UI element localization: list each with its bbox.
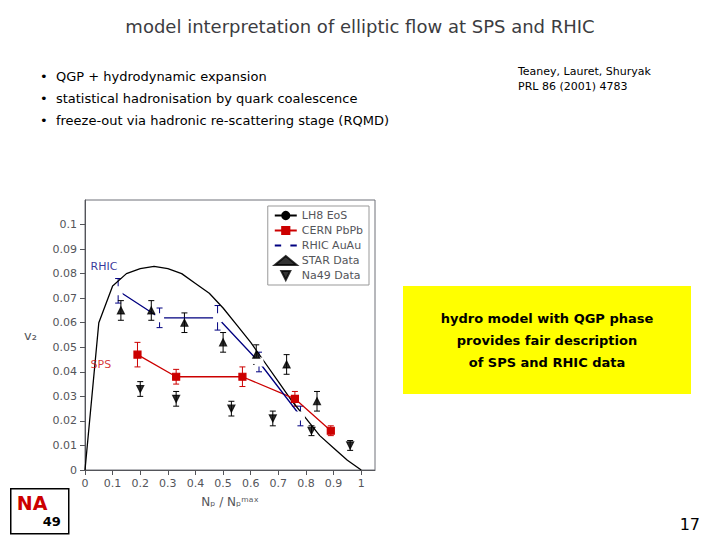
svg-text:0.4: 0.4 [187,477,205,490]
svg-text:0.9: 0.9 [325,477,343,490]
svg-text:0.03: 0.03 [53,390,78,403]
svg-text:RHIC: RHIC [91,260,118,273]
svg-text:SPS: SPS [91,358,112,371]
svg-text:NA: NA [17,492,48,514]
svg-text:0.06: 0.06 [53,316,78,329]
svg-text:0.07: 0.07 [53,292,78,305]
svg-text:0.04: 0.04 [53,365,78,378]
svg-text:STAR Data: STAR Data [302,254,360,267]
svg-text:0.2: 0.2 [131,477,149,490]
svg-text:0.5: 0.5 [214,477,232,490]
svg-text:0.6: 0.6 [242,477,260,490]
svg-text:of SPS and RHIC data: of SPS and RHIC data [469,355,626,370]
svg-text:Nₚ / Nₚᵐᵃˣ: Nₚ / Nₚᵐᵃˣ [201,495,258,509]
svg-text:Na49 Data: Na49 Data [302,269,361,282]
svg-text:hydro model with QGP phase: hydro model with QGP phase [441,311,654,326]
svg-text:0.08: 0.08 [53,267,78,280]
svg-text:0.8: 0.8 [297,477,315,490]
svg-text:• QGP + hydrodynamic expansio: • QGP + hydrodynamic expansion [40,69,267,84]
svg-text:0.7: 0.7 [270,477,288,490]
svg-text:0.02: 0.02 [53,414,78,427]
svg-text:model interpretation of ellipt: model interpretation of elliptic flow at… [125,16,594,37]
svg-text:0.1: 0.1 [104,477,122,490]
svg-text:49: 49 [43,514,61,529]
svg-text:0.01: 0.01 [53,439,78,452]
svg-text:17: 17 [680,515,700,534]
svg-text:Teaney, Lauret, Shuryak: Teaney, Lauret, Shuryak [517,65,651,78]
svg-text:v₂: v₂ [24,328,37,343]
svg-text:• freeze-out via hadronic re-: • freeze-out via hadronic re-scattering … [40,113,389,128]
svg-text:• statistical hadronisation b: • statistical hadronisation by quark coa… [40,91,357,106]
svg-text:0: 0 [82,477,89,490]
svg-text:0.05: 0.05 [53,341,78,354]
svg-text:RHIC AuAu: RHIC AuAu [302,239,361,252]
svg-text:1: 1 [358,477,365,490]
svg-text:PRL 86 (2001) 4783: PRL 86 (2001) 4783 [518,80,627,93]
svg-text:provides fair description: provides fair description [457,333,637,348]
svg-text:CERN PbPb: CERN PbPb [302,224,363,237]
svg-text:0.09: 0.09 [53,243,78,256]
svg-text:LH8 EoS: LH8 EoS [302,209,348,222]
svg-text:0.1: 0.1 [60,218,78,231]
svg-text:0: 0 [70,464,77,477]
svg-text:0.3: 0.3 [159,477,177,490]
